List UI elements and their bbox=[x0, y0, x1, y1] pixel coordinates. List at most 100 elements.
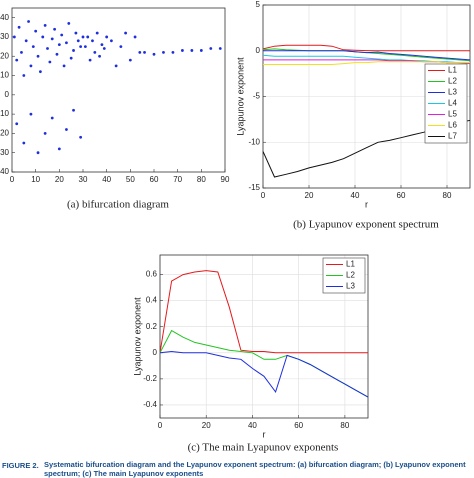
caption: (a) bifurcation diagram bbox=[67, 199, 169, 211]
point bbox=[17, 25, 21, 29]
point bbox=[88, 58, 92, 62]
x-tick-label: 80 bbox=[443, 191, 452, 200]
point bbox=[12, 35, 16, 39]
x-axis-label: r bbox=[365, 199, 368, 209]
y-tick-label: -5 bbox=[253, 92, 261, 101]
y-tick-label: 10 bbox=[0, 71, 9, 80]
point bbox=[22, 141, 26, 145]
point bbox=[67, 22, 71, 25]
point bbox=[143, 50, 146, 54]
point bbox=[91, 39, 94, 43]
point bbox=[133, 35, 137, 39]
x-tick-label: 40 bbox=[102, 175, 111, 184]
y-tick-label: 5 bbox=[256, 0, 261, 9]
point bbox=[50, 116, 54, 120]
point bbox=[171, 50, 175, 54]
point bbox=[29, 112, 33, 116]
point bbox=[98, 54, 101, 58]
point bbox=[57, 43, 61, 47]
x-tick-label: 60 bbox=[397, 191, 406, 200]
point bbox=[34, 29, 38, 33]
series-line bbox=[262, 44, 470, 52]
point bbox=[81, 35, 85, 39]
point bbox=[79, 135, 83, 139]
figure-caption-box: Systematic bifurcation diagram and the L… bbox=[44, 460, 466, 478]
y-tick-label: 20 bbox=[0, 51, 9, 60]
legend-label: L4 bbox=[448, 99, 457, 108]
point bbox=[36, 54, 40, 58]
point bbox=[138, 50, 142, 54]
legend-label: L3 bbox=[346, 282, 355, 291]
figure-label: FIGURE 2. bbox=[2, 461, 39, 470]
point bbox=[74, 31, 78, 35]
series-line bbox=[263, 61, 470, 65]
point bbox=[218, 47, 222, 50]
y-tick-label: -10 bbox=[248, 137, 260, 146]
x-tick-label: 80 bbox=[197, 175, 206, 184]
x-tick-label: 90 bbox=[221, 175, 230, 184]
point bbox=[15, 58, 19, 62]
point bbox=[43, 23, 47, 27]
point bbox=[27, 20, 30, 23]
legend-label: L1 bbox=[448, 66, 457, 75]
plot-frame bbox=[159, 254, 369, 419]
x-tick-label: 40 bbox=[351, 191, 360, 200]
series-line bbox=[159, 329, 369, 398]
legend-label: L2 bbox=[448, 77, 457, 86]
legend-label: L2 bbox=[346, 271, 355, 280]
point bbox=[124, 31, 127, 35]
point bbox=[36, 151, 40, 155]
point bbox=[22, 74, 26, 77]
point bbox=[46, 47, 49, 50]
y-tick-label: -0.4 bbox=[143, 400, 157, 409]
y-tick-label: 0 bbox=[153, 348, 158, 357]
x-tick-label: 70 bbox=[173, 175, 182, 184]
legend-label: L5 bbox=[448, 110, 457, 119]
y-axis-label: Lyapunov exponent bbox=[235, 57, 245, 136]
point bbox=[72, 108, 75, 112]
y-tick-label: -0.2 bbox=[143, 374, 157, 383]
y-tick-label: -10 bbox=[0, 109, 10, 118]
legend-label: L6 bbox=[448, 121, 457, 130]
point bbox=[100, 43, 104, 47]
point bbox=[55, 52, 59, 56]
point bbox=[43, 132, 47, 135]
point bbox=[69, 56, 73, 60]
point bbox=[110, 39, 113, 43]
x-tick-label: 30 bbox=[79, 175, 88, 184]
x-tick-label: 0 bbox=[158, 421, 163, 430]
point bbox=[65, 128, 68, 131]
x-tick-label: 10 bbox=[31, 175, 40, 184]
point bbox=[41, 35, 45, 39]
legend-label: L1 bbox=[346, 260, 355, 269]
x-axis-label: r bbox=[263, 429, 266, 439]
point bbox=[62, 64, 66, 68]
y-tick-label: 40 bbox=[0, 13, 9, 22]
point bbox=[162, 50, 165, 54]
point bbox=[24, 39, 28, 43]
plot-frame bbox=[11, 7, 226, 173]
point bbox=[15, 122, 19, 126]
series-line bbox=[263, 50, 471, 61]
figure-caption: Systematic bifurcation diagram and the L… bbox=[44, 460, 466, 478]
y-tick-label: -20 bbox=[0, 129, 10, 138]
point bbox=[190, 49, 194, 52]
point bbox=[93, 50, 97, 54]
point bbox=[50, 37, 54, 41]
point bbox=[86, 35, 90, 39]
caption: (b) Lyapunov exponent spectrum bbox=[293, 219, 439, 231]
point bbox=[209, 47, 213, 50]
y-tick-label: 0.6 bbox=[146, 270, 158, 279]
point bbox=[31, 45, 35, 48]
point bbox=[199, 49, 203, 52]
x-tick-label: 20 bbox=[55, 175, 64, 184]
y-tick-label: -30 bbox=[0, 148, 10, 157]
point bbox=[128, 58, 132, 62]
point bbox=[105, 35, 109, 39]
x-tick-label: 20 bbox=[202, 421, 211, 430]
y-tick-label: 0 bbox=[256, 46, 261, 55]
point bbox=[76, 39, 80, 43]
point bbox=[48, 60, 52, 64]
x-tick-label: 60 bbox=[294, 421, 303, 430]
